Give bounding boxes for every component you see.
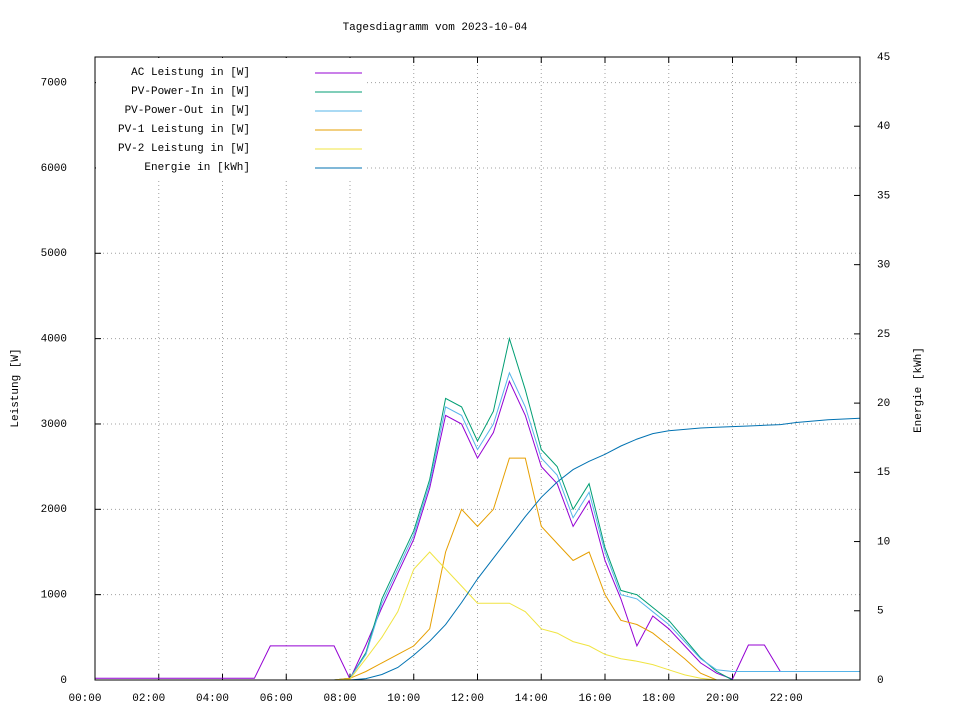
y2-tick-label: 25 (877, 329, 890, 341)
legend-label: PV-Power-Out in [W] (125, 105, 250, 117)
y-tick-label: 2000 (41, 504, 67, 516)
y2-tick-label: 0 (877, 675, 884, 687)
legend-label: AC Leistung in [W] (131, 67, 250, 79)
y-tick-label: 6000 (41, 163, 67, 175)
legend-label: PV-1 Leistung in [W] (118, 124, 250, 136)
y2-tick-label: 20 (877, 398, 890, 410)
chart-title: Tagesdiagramm vom 2023-10-04 (343, 22, 528, 34)
legend-label: PV-2 Leistung in [W] (118, 143, 250, 155)
x-tick-label: 18:00 (642, 693, 675, 705)
x-tick-label: 14:00 (515, 693, 548, 705)
x-tick-label: 10:00 (387, 693, 420, 705)
x-tick-label: 04:00 (196, 693, 229, 705)
legend: AC Leistung in [W] PV-Power-In in [W] PV-P… (118, 67, 362, 174)
x-tick-label: 22:00 (770, 693, 803, 705)
y2-tick-label: 15 (877, 467, 890, 479)
x-tick-label: 12:00 (451, 693, 484, 705)
legend-box (96, 58, 364, 178)
y2-tick-label: 40 (877, 121, 890, 133)
plot-border (94, 56, 861, 681)
y2-axis-label: Energie [kWh] (913, 347, 925, 433)
y-tick-label: 1000 (41, 590, 67, 602)
x-tick-label: 16:00 (578, 693, 611, 705)
series-line (95, 379, 860, 681)
legend-label: Energie in [kWh] (144, 162, 250, 174)
x-tick-label: 20:00 (706, 693, 739, 705)
y-tick-label: 5000 (41, 248, 67, 260)
y-tick-label: 7000 (41, 78, 67, 90)
y2-tick-label: 10 (877, 536, 890, 548)
y2-tick-label: 5 (877, 606, 884, 618)
y-tick-label: 3000 (41, 419, 67, 431)
legend-label: PV-Power-In in [W] (131, 86, 250, 98)
x-tick-label: 08:00 (323, 693, 356, 705)
x-tick-label: 02:00 (132, 693, 165, 705)
x-tick-label: 06:00 (260, 693, 293, 705)
y-axis-label: Leistung [W] (10, 348, 22, 427)
y2-tick-label: 30 (877, 260, 890, 272)
y2-tick-label: 35 (877, 190, 890, 202)
y-tick-label: 0 (60, 675, 67, 687)
x-tick-label: 00:00 (68, 693, 101, 705)
y2-tick-label: 45 (877, 52, 890, 64)
y-tick-label: 4000 (41, 334, 67, 346)
